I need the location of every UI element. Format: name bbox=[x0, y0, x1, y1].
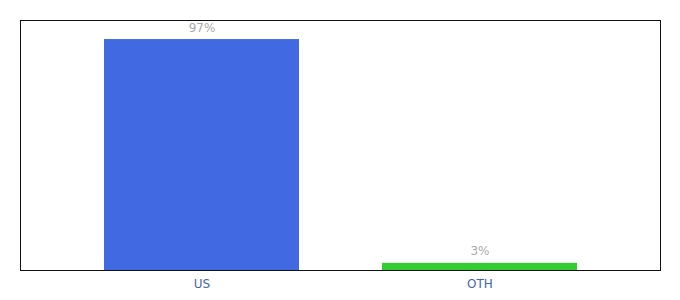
svg-text:US: US bbox=[194, 277, 210, 291]
svg-text:97%: 97% bbox=[189, 21, 216, 35]
svg-text:3%: 3% bbox=[470, 244, 489, 258]
svg-text:OTH: OTH bbox=[467, 277, 493, 291]
